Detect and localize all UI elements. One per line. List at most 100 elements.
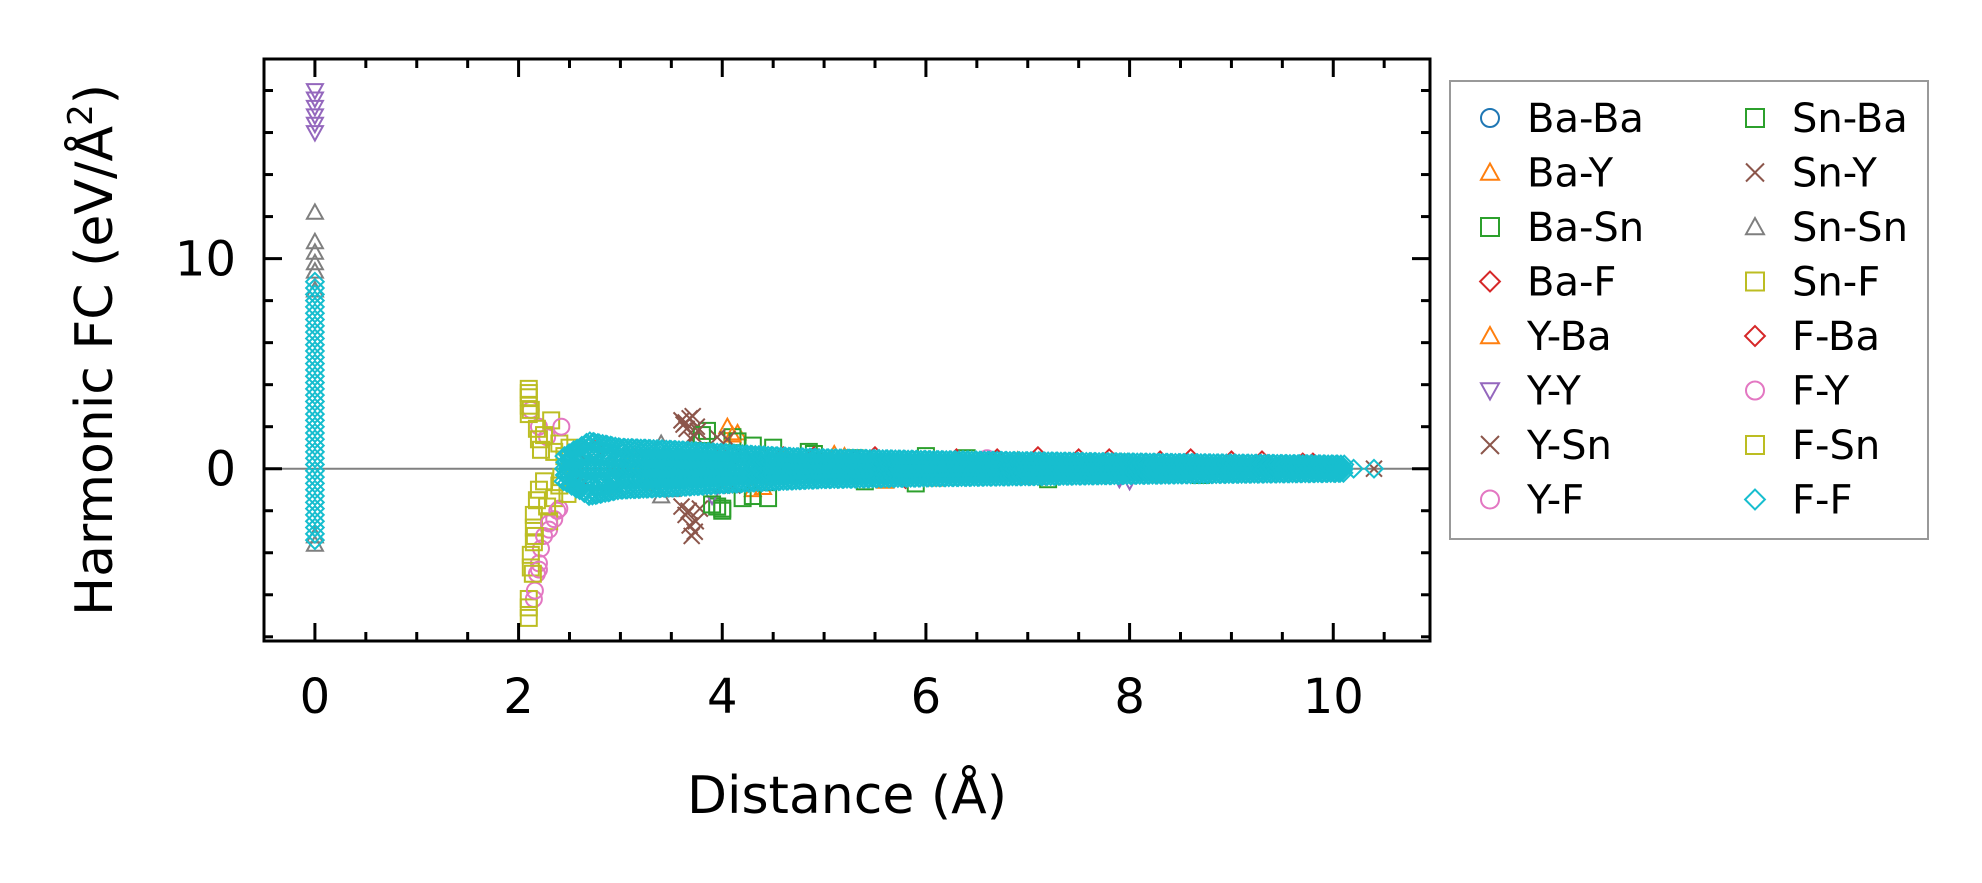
point-f-f — [304, 271, 326, 292]
point-f-f — [706, 442, 728, 463]
point-f-f — [694, 441, 715, 463]
legend-label: F-Sn — [1792, 423, 1880, 469]
legend-label: F-Y — [1792, 369, 1850, 415]
plot-frame — [262, 57, 1432, 643]
legend-frame — [1449, 80, 1929, 540]
legend-item: F-Ba — [1743, 314, 1880, 360]
x-tick-label: 4 — [707, 669, 738, 725]
point-sn-sn — [305, 261, 325, 279]
legend-item: Y-Sn — [1480, 423, 1612, 469]
legend: Ba-Ba Ba-Y Ba-Sn Ba-F Y-Ba Y-Y Y-Sn Y-F Sn-Ba Sn-… — [1449, 80, 1929, 540]
data-marks — [304, 83, 1385, 627]
point-y-y — [305, 99, 325, 118]
legend-item: Ba-F — [1478, 260, 1616, 306]
point-y-y — [305, 108, 325, 126]
legend-label: Ba-F — [1527, 260, 1616, 306]
legend-marker — [1745, 108, 1765, 128]
point-f-sn — [535, 426, 554, 445]
legend-marker — [1479, 161, 1501, 181]
legend-label: Y-Y — [1526, 369, 1581, 415]
legend-label: Y-Ba — [1526, 314, 1612, 360]
point-sn-sn — [305, 242, 325, 260]
legend-item: F-Y — [1745, 369, 1850, 415]
point-f-f — [681, 440, 702, 462]
legend-item: Y-Ba — [1479, 314, 1612, 360]
legend-marker — [1745, 380, 1765, 401]
point-f-y — [548, 501, 567, 520]
legend-marker — [1480, 435, 1500, 455]
point-y-y — [305, 125, 325, 143]
point-f-f — [1363, 458, 1385, 479]
tick-labels: 0 2 4 6 8 10 0 10 — [175, 232, 1364, 725]
y-axis-label-superscript: 2 — [61, 104, 101, 126]
point-sn-ba — [703, 495, 722, 514]
legend-marker — [1745, 271, 1765, 292]
point-sn-f — [524, 533, 543, 552]
legend-marker — [1480, 217, 1500, 237]
legend-marker — [1744, 215, 1766, 236]
x-tick-label: 0 — [300, 669, 331, 725]
legend-marker — [1745, 435, 1765, 455]
point-f-y — [552, 417, 571, 436]
point-sn-f — [521, 558, 540, 577]
legend-item: Sn-Sn — [1744, 205, 1908, 251]
point-ba-y — [717, 416, 738, 435]
point-y-y — [305, 116, 325, 135]
point-sn-f — [521, 545, 540, 564]
legend-item: Ba-Ba — [1480, 96, 1644, 142]
legend-label: Sn-Sn — [1792, 205, 1908, 251]
legend-label: Y-Sn — [1526, 423, 1612, 469]
x-tick-label: 8 — [1114, 669, 1145, 725]
point-sn-sn — [305, 231, 325, 250]
point-sn-y — [679, 502, 698, 520]
legend-item: F-F — [1743, 478, 1852, 524]
point-f-f — [578, 485, 600, 507]
legend-label: F-Ba — [1792, 314, 1880, 360]
point-y-y — [305, 91, 325, 109]
point-f-sn — [523, 564, 542, 583]
point-sn-f — [527, 491, 546, 510]
legend-item: Sn-F — [1745, 260, 1880, 306]
point-y-sn — [1365, 460, 1383, 478]
point-sn-y — [684, 407, 702, 425]
legend-item: F-Sn — [1745, 423, 1880, 469]
legend-marker — [1743, 324, 1767, 348]
x-tick-label: 6 — [911, 669, 942, 725]
point-ba-sn — [708, 497, 727, 516]
legend-item: Y-F — [1480, 478, 1584, 524]
point-f-y — [529, 560, 548, 579]
point-sn-y — [689, 422, 707, 440]
legend-item: Sn-Y — [1745, 151, 1877, 197]
point-sn-f — [519, 608, 538, 627]
point-sn-sn — [305, 202, 325, 220]
legend-label: Ba-Ba — [1527, 96, 1644, 142]
legend-marker — [1745, 162, 1765, 183]
legend-label: Sn-F — [1792, 260, 1880, 306]
point-f-f — [584, 432, 605, 453]
legend-item: Sn-Ba — [1745, 96, 1908, 142]
legend-marker — [1480, 108, 1500, 128]
point-f-sn — [521, 400, 540, 419]
legend-marker — [1479, 382, 1501, 402]
point-f-sn — [525, 526, 544, 545]
x-tick-label: 10 — [1303, 669, 1364, 725]
legend-marker — [1479, 324, 1501, 345]
y-axis-label: Harmonic FC (eV/Å2) — [61, 84, 125, 616]
point-y-sn — [708, 428, 726, 446]
legend-items: Ba-Ba Ba-Y Ba-Sn Ba-F Y-Ba Y-Y Y-Sn Y-F Sn-Ba Sn-… — [1478, 96, 1908, 524]
point-sn-ba — [713, 499, 732, 518]
point-y-y — [305, 83, 325, 101]
y-tick-label: 10 — [175, 232, 236, 288]
point-f-f — [1343, 458, 1364, 479]
plot-content — [264, 83, 1430, 627]
x-tick-label: 2 — [503, 669, 534, 725]
point-f-f — [1334, 454, 1355, 475]
point-y-sn — [691, 499, 709, 518]
point-f-f — [582, 485, 603, 506]
legend-item: Ba-Sn — [1480, 205, 1644, 251]
legend-marker — [1743, 488, 1767, 511]
point-f-f — [586, 484, 608, 505]
legend-label: Ba-Y — [1527, 151, 1614, 197]
legend-label: F-F — [1792, 478, 1852, 524]
